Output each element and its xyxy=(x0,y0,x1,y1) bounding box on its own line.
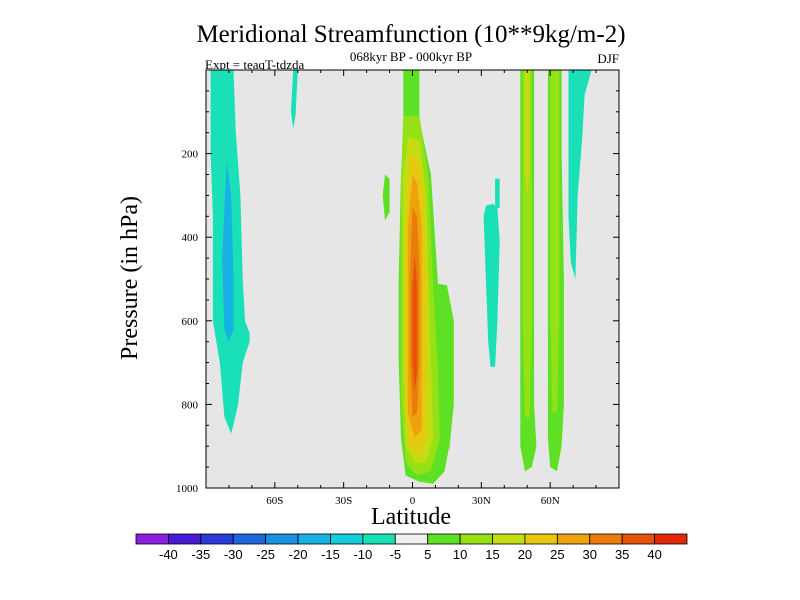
colorbar-level-label: 10 xyxy=(453,547,467,562)
contour-northern-positive-band-b-core xyxy=(550,70,560,413)
contour-upper-small-negative xyxy=(290,70,298,129)
colorbar-level-label: -5 xyxy=(390,547,402,562)
colorbar-level-label: -25 xyxy=(256,547,275,562)
colorbar-swatch xyxy=(135,533,169,545)
colorbar-swatch xyxy=(621,533,655,545)
contour-northern-negative-30n xyxy=(483,203,500,367)
colorbar-swatch xyxy=(232,533,267,545)
colorbar-swatch xyxy=(427,533,461,545)
contour-northern-positive-band-a-inner xyxy=(524,70,530,196)
colorbar-level-label: 15 xyxy=(485,547,499,562)
colorbar-swatch xyxy=(297,533,331,545)
x-axis-label: Latitude xyxy=(371,504,451,530)
season-label: DJF xyxy=(597,51,619,66)
x-tick-label: 60S xyxy=(266,495,283,507)
colorbar-swatch xyxy=(459,533,493,545)
colorbar-swatch xyxy=(654,533,688,545)
colorbar-swatch xyxy=(589,533,623,545)
colorbar-level-label: 30 xyxy=(583,547,597,562)
colorbar-swatch xyxy=(556,533,591,545)
colorbar-level-label: 40 xyxy=(647,547,661,562)
colorbar-level-label: -40 xyxy=(159,547,178,562)
colorbar-swatch xyxy=(200,533,234,545)
plot-frame xyxy=(205,69,620,489)
contour-regions xyxy=(210,70,592,484)
y-tick-label: 800 xyxy=(182,399,199,411)
colorbar-level-label: 5 xyxy=(424,547,431,562)
y-tick-label: 200 xyxy=(182,149,199,161)
colorbar-swatch xyxy=(168,533,202,545)
colorbar: -40 -35 -30 -25 -20 -15 -10 -5 5 10 15 20 25 30 35 40 xyxy=(135,533,688,562)
y-axis-label: Pressure (in hPa) xyxy=(117,196,143,360)
colorbar-swatch xyxy=(394,533,429,545)
experiment-label: Expt = teaqT-tdzda xyxy=(205,57,304,72)
colorbar-level-label: -15 xyxy=(321,547,340,562)
y-tick-label: 400 xyxy=(182,232,199,244)
axis-ticks: 200 400 600 800 1000 60S 30S 0 30N 60N xyxy=(176,70,619,507)
colorbar-level-label: 20 xyxy=(518,547,532,562)
plot-area: 200 400 600 800 1000 60S 30S 0 30N 60N xyxy=(176,69,620,507)
colorbar-swatch xyxy=(492,533,526,545)
colorbar-swatch xyxy=(524,533,558,545)
y-tick-label: 1000 xyxy=(176,483,199,495)
colorbar-swatch xyxy=(265,533,299,545)
colorbar-level-label: 35 xyxy=(615,547,629,562)
contour-equatorial-positive-shoulder xyxy=(435,283,454,451)
colorbar-swatch xyxy=(362,533,396,545)
contour-small-positive-30s xyxy=(382,174,390,221)
colorbar-level-label: -30 xyxy=(224,547,243,562)
contour-southern-core xyxy=(222,162,234,342)
chart-subtitle: 068kyr BP - 000kyr BP xyxy=(350,49,472,64)
x-tick-label: 30N xyxy=(472,495,491,507)
y-tick-label: 600 xyxy=(182,316,199,328)
chart-title: Meridional Streamfunction (10**9kg/m-2) xyxy=(196,21,625,48)
x-tick-label: 60N xyxy=(541,495,560,507)
colorbar-swatch xyxy=(330,533,364,545)
colorbar-level-label: -35 xyxy=(191,547,210,562)
x-tick-label: 30S xyxy=(335,495,352,507)
contour-northern-negative-70n xyxy=(568,70,592,279)
colorbar-level-label: -20 xyxy=(289,547,308,562)
contour-northern-negative-small xyxy=(495,178,500,208)
colorbar-level-label: 25 xyxy=(550,547,564,562)
x-tick-label: 0 xyxy=(410,495,416,507)
contour-equatorial-positive-35 xyxy=(412,253,418,392)
colorbar-level-label: -10 xyxy=(353,547,372,562)
